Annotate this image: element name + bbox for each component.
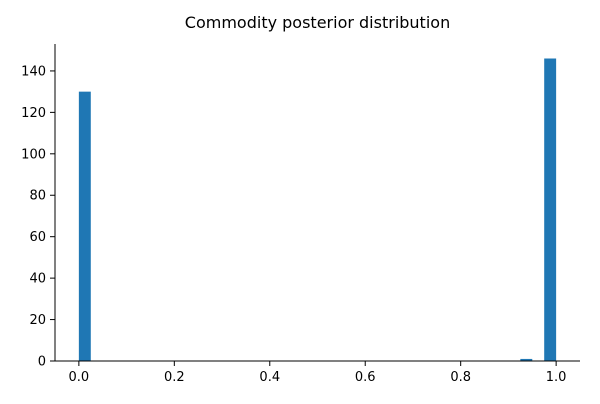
x-tick-label: 0.4	[259, 370, 280, 385]
histogram-bar	[78, 91, 91, 362]
x-tick-label: 0.6	[355, 370, 376, 385]
bars-layer	[78, 58, 557, 362]
chart-title: Commodity posterior distribution	[185, 13, 450, 32]
y-tick-label: 100	[21, 147, 46, 162]
y-tick-label: 120	[21, 106, 46, 121]
y-tick-label: 20	[29, 313, 46, 328]
axes-layer	[54, 44, 580, 362]
x-tick-label: 0.2	[164, 370, 185, 385]
x-axis-ticks: 0.0 0.2 0.4 0.6 0.8 1.0	[69, 361, 567, 385]
y-axis-ticks: 0 20 40 60 80 100 120 140	[21, 64, 55, 370]
y-tick-label: 60	[29, 230, 46, 245]
y-tick-label: 140	[21, 64, 46, 79]
y-tick-label: 40	[29, 272, 46, 287]
y-tick-label: 0	[38, 355, 46, 370]
x-tick-label: 1.0	[546, 370, 567, 385]
y-tick-label: 80	[29, 189, 46, 204]
x-tick-label: 0.8	[450, 370, 471, 385]
x-tick-label: 0.0	[69, 370, 90, 385]
histogram-bar	[544, 58, 557, 361]
histogram-bar	[520, 358, 533, 361]
